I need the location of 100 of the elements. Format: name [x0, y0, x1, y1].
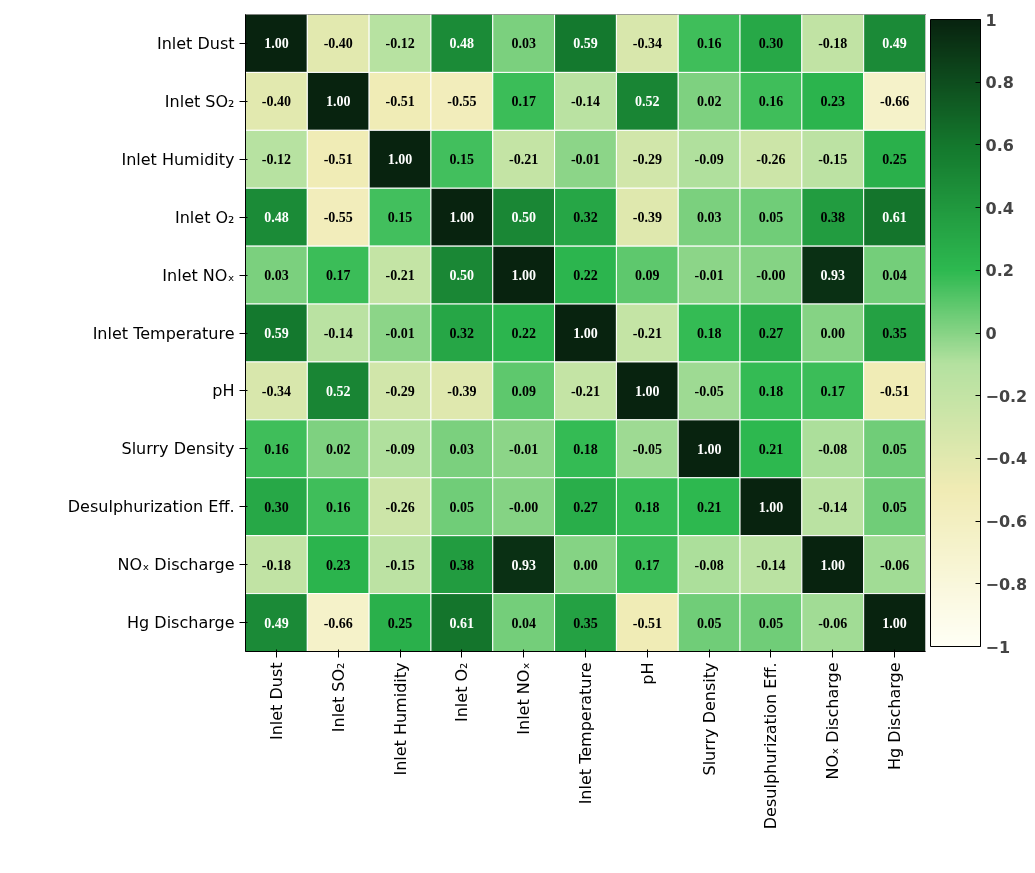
data-label: 0.16: [264, 441, 289, 457]
data-label: 1.00: [511, 268, 536, 284]
data-label: 0.03: [511, 36, 536, 52]
data-label: 0.17: [325, 268, 351, 284]
data-label: -0.01: [570, 152, 601, 168]
x-tick-label: NOₓ Discharge: [823, 662, 843, 780]
data-label: 1.00: [882, 615, 907, 631]
data-label: 0.18: [573, 441, 598, 457]
color-bar-label: −0.2: [985, 386, 1028, 406]
y-tick-label: Inlet SO₂: [164, 91, 235, 111]
data-label: -0.00: [509, 499, 539, 515]
x-tick-label: Inlet O₂: [452, 662, 472, 723]
data-label: 0.25: [387, 615, 413, 631]
data-label: -0.12: [261, 152, 291, 168]
data-label: 1.00: [387, 152, 413, 168]
data-label: 0.15: [449, 152, 475, 168]
data-label: 0.35: [882, 326, 907, 341]
y-tick-label: Slurry Density: [121, 439, 235, 459]
data-label: -0.01: [509, 441, 539, 457]
data-label: 0.23: [325, 557, 351, 573]
data-label: 0.00: [820, 326, 846, 341]
data-label: -0.15: [818, 152, 848, 168]
data-label: 0.49: [882, 36, 907, 52]
y-tick-label: pH: [212, 381, 235, 401]
color-bar-label: −0.4: [985, 449, 1028, 469]
data-label: 0.22: [511, 326, 536, 341]
data-label: 0.17: [511, 94, 536, 110]
x-tick-label: Inlet NOₓ: [514, 662, 534, 735]
data-label: 0.09: [635, 268, 660, 284]
data-label: 0.61: [449, 615, 475, 631]
data-label: -0.21: [570, 383, 601, 399]
color-bar-label: 0.4: [985, 198, 1014, 218]
color-bar-label: −0.6: [985, 512, 1028, 532]
data-label: 0.05: [758, 210, 784, 226]
data-label: 0.09: [511, 383, 536, 399]
data-label: 1.00: [820, 557, 846, 573]
data-label: -0.18: [818, 36, 848, 52]
data-label: -0.51: [385, 94, 415, 110]
data-label: -0.01: [694, 268, 724, 284]
y-tick-label: Inlet O₂: [174, 207, 235, 227]
data-label: 0.38: [820, 210, 846, 226]
y-tick-label: Inlet NOₓ: [162, 265, 235, 285]
data-label: 0.02: [696, 94, 722, 110]
data-label: 0.35: [573, 615, 598, 631]
y-tick-label: NOₓ Discharge: [117, 555, 235, 575]
data-label: 0.03: [696, 210, 722, 226]
data-label: 0.32: [449, 326, 475, 341]
data-label: 0.05: [449, 499, 475, 515]
y-tick-label: Inlet Humidity: [121, 149, 235, 169]
data-label: 0.04: [882, 268, 907, 284]
data-label: 0.32: [573, 210, 598, 226]
data-label: 0.00: [573, 557, 598, 573]
data-label: 0.16: [696, 36, 722, 52]
x-tick-label: Inlet Humidity: [390, 662, 410, 776]
x-tick-label: Inlet Dust: [266, 662, 286, 741]
data-label: -0.34: [632, 36, 662, 52]
data-label: -0.39: [447, 383, 477, 399]
data-label: 0.52: [325, 383, 351, 399]
data-label: -0.40: [261, 94, 291, 110]
data-label: 0.17: [635, 557, 660, 573]
data-label: 1.00: [264, 36, 289, 52]
color-bar-label: −1: [985, 637, 1011, 657]
data-label: 0.04: [511, 615, 536, 631]
data-label: -0.15: [385, 557, 415, 573]
x-tick-label: pH: [637, 662, 657, 685]
data-label: 0.52: [635, 94, 660, 110]
data-label: -0.05: [632, 441, 662, 457]
data-label: 0.49: [264, 615, 289, 631]
y-tick-label: Inlet Dust: [156, 33, 235, 53]
data-label: -0.14: [818, 499, 848, 515]
data-label: -0.14: [570, 94, 601, 110]
data-label: -0.06: [880, 557, 910, 573]
data-label: -0.55: [323, 210, 353, 226]
data-label: 0.21: [758, 441, 784, 457]
data-label: 0.59: [573, 36, 598, 52]
data-label: 0.59: [264, 326, 289, 341]
data-label: 0.17: [820, 383, 846, 399]
data-label: -0.12: [385, 36, 415, 52]
data-label: -0.51: [880, 383, 910, 399]
data-label: 1.00: [449, 210, 475, 226]
data-label: -0.51: [323, 152, 353, 168]
data-label: -0.66: [323, 615, 353, 631]
y-tick-label: Hg Discharge: [127, 613, 235, 633]
x-tick-label: Inlet Temperature: [576, 662, 595, 805]
color-bar-label: 1: [985, 10, 997, 30]
data-label: -0.09: [694, 152, 724, 168]
data-label: -0.29: [385, 383, 415, 399]
data-label: 0.18: [758, 383, 784, 399]
data-label: -0.09: [385, 441, 415, 457]
data-label: 1.00: [696, 441, 722, 457]
data-label: 0.48: [264, 210, 289, 226]
data-label: 1.00: [758, 499, 784, 515]
data-label: -0.21: [632, 326, 662, 341]
data-label: 0.05: [758, 615, 784, 631]
data-label: -0.34: [261, 383, 291, 399]
data-label: 0.27: [758, 326, 784, 341]
data-label: -0.40: [323, 36, 353, 52]
data-label: -0.26: [385, 499, 415, 515]
data-label: 1.00: [573, 326, 598, 341]
data-label: -0.05: [694, 383, 724, 399]
